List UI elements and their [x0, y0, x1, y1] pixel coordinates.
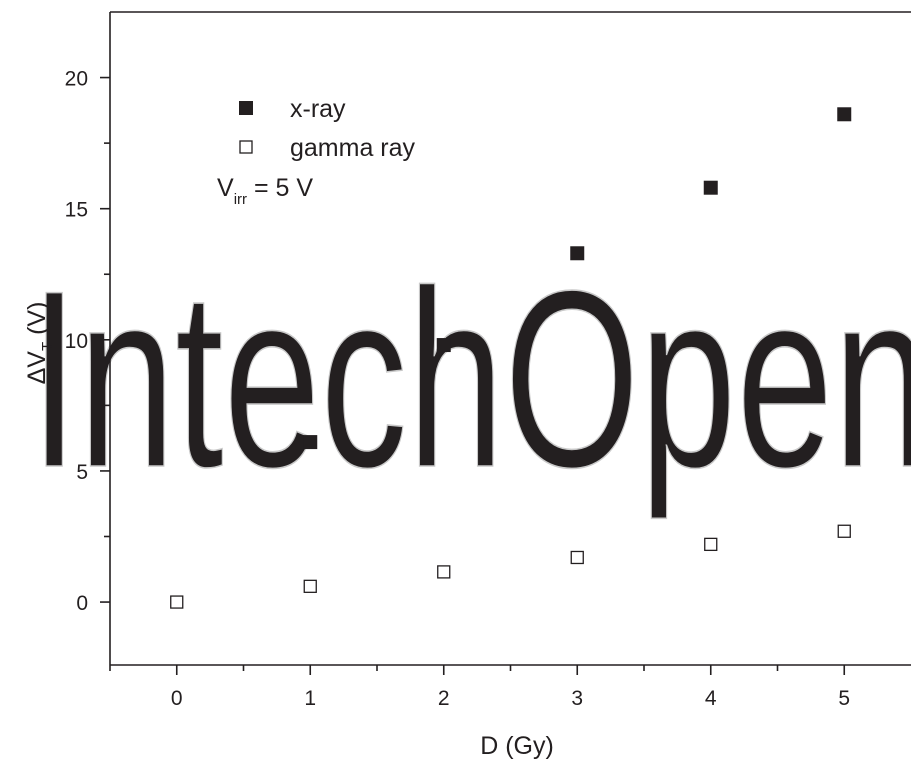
x-tick-label: 1 [304, 687, 316, 710]
data-point-x-ray [303, 435, 318, 450]
x-tick-label: 3 [571, 687, 583, 710]
data-point-gamma-ray [704, 537, 718, 552]
annotation-main: V [217, 174, 234, 202]
x-tick-label: 2 [438, 687, 450, 710]
y-tick-label: 5 [76, 461, 88, 484]
tick-labels: 0 1 2 3 4 5 0 5 10 15 20 [65, 68, 850, 710]
data-point-x-ray [837, 107, 852, 122]
x-tick-label: 4 [705, 687, 717, 710]
y-axis-title-main: ΔV [23, 351, 51, 385]
data-point-x-ray [703, 180, 718, 195]
legend: x-ray gamma ray [239, 95, 416, 162]
data-point-gamma-ray [437, 565, 451, 579]
y-axis-title-sub: T [39, 342, 56, 351]
y-axis-title-unit: (V) [23, 302, 51, 342]
x-tick-label: 5 [838, 687, 850, 710]
y-tick-label: 15 [65, 199, 88, 222]
y-tick-label: 10 [65, 330, 88, 353]
data-point-gamma-ray [170, 595, 184, 609]
watermark: IntechOpen [29, 238, 911, 521]
annotation-rest: = 5 V [247, 174, 313, 202]
annotation-sub: irr [234, 191, 247, 208]
watermark-text: IntechOpen [30, 239, 911, 520]
y-tick-label: 0 [76, 592, 88, 615]
legend-marker-x-ray [239, 101, 253, 115]
legend-label-gamma-ray: gamma ray [290, 134, 416, 162]
annotation: Virr = 5 V [217, 174, 313, 208]
legend-marker-gamma-ray [239, 140, 253, 154]
data-point-x-ray [436, 338, 451, 353]
data-point-gamma-ray [570, 550, 584, 565]
data-points [170, 107, 852, 609]
data-point-x-ray [570, 246, 585, 261]
x-axis-title: D (Gy) [480, 732, 554, 760]
x-tick-label: 0 [171, 687, 183, 710]
y-tick-label: 20 [65, 68, 88, 91]
data-point-gamma-ray [837, 524, 851, 538]
legend-label-x-ray: x-ray [290, 95, 346, 123]
data-point-gamma-ray [303, 579, 317, 593]
y-axis-title: ΔVT (V) [23, 302, 56, 385]
ticks [100, 76, 846, 675]
